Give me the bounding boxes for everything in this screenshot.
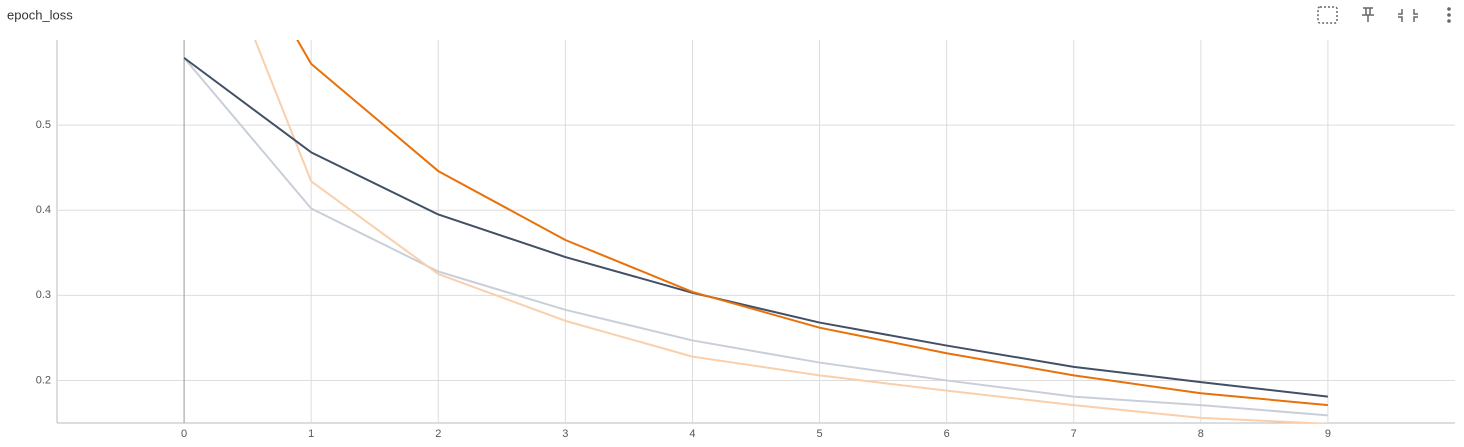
y-tick-label: 0.2 xyxy=(36,374,51,386)
series-line xyxy=(183,57,1328,417)
series-line xyxy=(296,40,1329,407)
plot-area xyxy=(183,40,1329,423)
x-tick-label: 0 xyxy=(181,428,187,440)
x-tick-label: 4 xyxy=(689,428,695,440)
toolbar xyxy=(1317,6,1451,24)
y-tick-label: 0.4 xyxy=(36,204,51,216)
series-line xyxy=(183,57,1329,398)
chart-title: epoch_loss xyxy=(7,7,73,22)
y-tick-label: 0.5 xyxy=(36,119,51,131)
x-tick-label: 6 xyxy=(944,428,950,440)
x-tick-label: 2 xyxy=(435,428,441,440)
menu-dot xyxy=(1447,7,1451,11)
x-tick-label: 8 xyxy=(1198,428,1204,440)
tick-labels: 0.2 0.3 0.4 0.5 0 1 2 3 4 5 6 7 8 9 xyxy=(36,119,1331,440)
grid xyxy=(57,40,1455,423)
x-tick-label: 9 xyxy=(1325,428,1331,440)
x-tick-label: 5 xyxy=(816,428,822,440)
series-line xyxy=(253,40,1328,423)
x-tick-label: 3 xyxy=(562,428,568,440)
menu-dot xyxy=(1447,13,1451,17)
collapse-button[interactable] xyxy=(1398,9,1418,22)
menu-dot xyxy=(1447,19,1451,23)
x-tick-label: 1 xyxy=(308,428,314,440)
x-tick-label: 7 xyxy=(1071,428,1077,440)
y-tick-label: 0.3 xyxy=(36,289,51,301)
more-menu-button[interactable] xyxy=(1447,7,1451,23)
fit-domain-button[interactable] xyxy=(1317,6,1338,24)
pin-button[interactable] xyxy=(1362,7,1374,22)
